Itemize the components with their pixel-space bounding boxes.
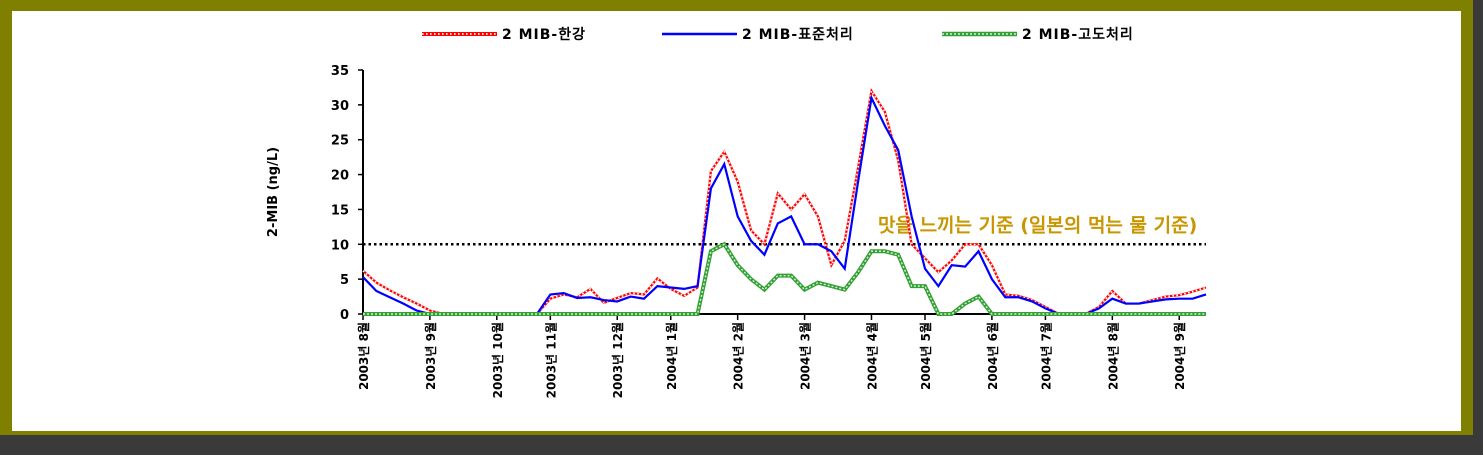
- series-line: [363, 241, 1206, 316]
- y-tick-label: 25: [331, 134, 349, 149]
- y-tick-label: 30: [331, 99, 349, 114]
- reference-annotation: 맛을 느끼는 기준 (일본의 먹는 물 기준): [878, 214, 1197, 236]
- x-tick-label: 2003년 12월: [610, 322, 625, 398]
- y-axis: 0 5 10 15 20 25 30 35 2-MIB (ng/L): [266, 64, 364, 323]
- x-tick-label: 2004년 1월: [664, 322, 679, 390]
- legend-label: 2 MIB-표준처리: [742, 27, 854, 43]
- legend: 2 MIB-한강 2 MIB-표준처리 2 MIB-고도처리: [422, 26, 1134, 43]
- x-tick-label: 2003년 9월: [423, 322, 438, 390]
- x-tick-label: 2003년 11월: [543, 322, 558, 398]
- series-1: [362, 87, 1207, 316]
- series-line: [362, 94, 1207, 316]
- series-line: [362, 87, 1207, 316]
- line-chart: 2 MIB-한강 2 MIB-표준처리 2 MIB-고도처리 0 5 10 15 20 25 3…: [266, 26, 1207, 398]
- legend-label: 2 MIB-고도처리: [1022, 27, 1134, 43]
- series-2: [362, 94, 1207, 316]
- y-tick-label: 0: [340, 308, 349, 323]
- chart-frame: 2 MIB-한강 2 MIB-표준처리 2 MIB-고도처리 0 5 10 15 20 25 3…: [0, 0, 1473, 435]
- y-tick-label: 15: [331, 203, 349, 218]
- x-tick-label: 2004년 2월: [731, 322, 746, 390]
- series-line-pattern: [363, 243, 1206, 315]
- x-tick-label: 2004년 7월: [1038, 322, 1053, 390]
- legend-item-3: 2 MIB-고도처리: [942, 27, 1134, 43]
- reference-line-group: 맛을 느끼는 기준 (일본의 먹는 물 기준): [363, 214, 1206, 246]
- legend-item-2: 2 MIB-표준처리: [662, 27, 854, 43]
- series-3: [363, 241, 1206, 316]
- legend-label: 2 MIB-한강: [502, 26, 586, 43]
- x-tick-label: 2003년 8월: [356, 322, 371, 390]
- x-tick-label: 2004년 9월: [1172, 322, 1187, 390]
- x-axis: 2003년 8월 2003년 9월 2003년 10월 2003년 11월 2003년 …: [356, 313, 1206, 398]
- y-tick-label: 20: [331, 169, 349, 184]
- chart-panel: 2 MIB-한강 2 MIB-표준처리 2 MIB-고도처리 0 5 10 15 20 25 3…: [12, 11, 1461, 431]
- x-tick-label: 2004년 6월: [985, 322, 1000, 390]
- x-tick-label: 2004년 3월: [798, 322, 813, 390]
- series-group: [362, 87, 1207, 316]
- y-tick-label: 10: [331, 238, 349, 253]
- x-tick-label: 2003년 10월: [490, 322, 505, 398]
- y-tick-label: 35: [331, 64, 349, 79]
- legend-item-1: 2 MIB-한강: [422, 26, 586, 43]
- x-tick-label: 2004년 8월: [1105, 322, 1120, 390]
- x-tick-label: 2004년 4월: [864, 322, 879, 390]
- x-tick-label: 2004년 5월: [918, 322, 933, 390]
- y-axis-label: 2-MIB (ng/L): [266, 147, 281, 237]
- y-tick-label: 5: [340, 273, 349, 288]
